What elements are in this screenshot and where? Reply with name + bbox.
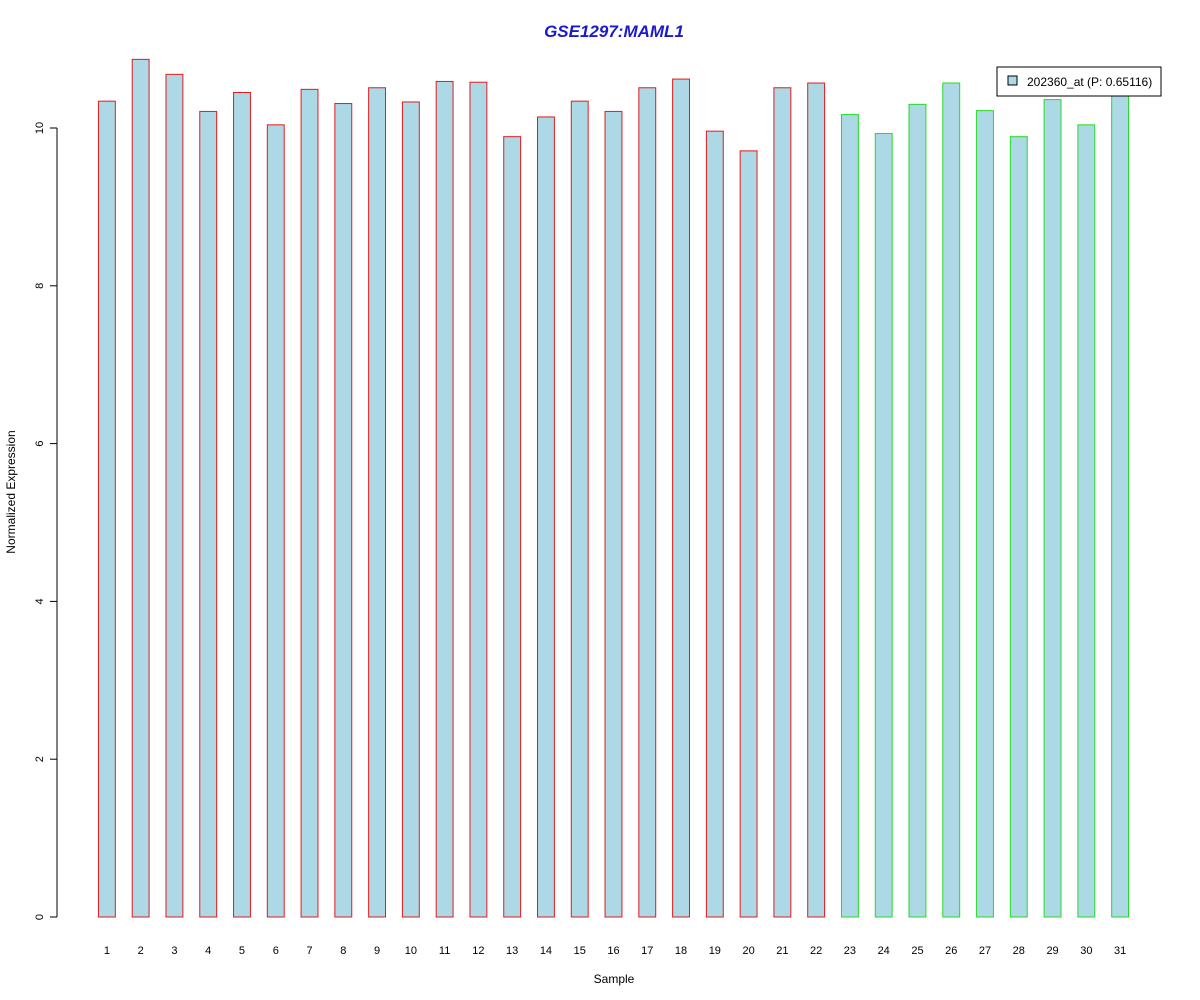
bar — [874, 133, 893, 918]
bar — [165, 73, 184, 918]
bar — [334, 103, 353, 918]
x-tick-label: 18 — [675, 945, 687, 957]
legend: 202360_at (P: 0.65116) — [996, 66, 1162, 97]
x-tick-label: 10 — [405, 945, 417, 957]
x-tick-label: 16 — [607, 945, 619, 957]
y-tick-label: 8 — [34, 283, 46, 289]
bar — [1043, 99, 1062, 918]
bar — [199, 110, 218, 918]
bar — [266, 124, 285, 918]
y-tick-label: 10 — [34, 122, 46, 134]
bar — [300, 88, 319, 918]
bar — [739, 150, 758, 918]
x-tick-label: 7 — [306, 945, 312, 957]
legend-swatch — [1007, 75, 1018, 86]
bar — [131, 58, 150, 918]
bar — [840, 114, 859, 918]
bar — [1077, 124, 1096, 918]
x-tick-label: 24 — [878, 945, 890, 957]
y-tick-label: 2 — [34, 756, 46, 762]
x-tick-label: 2 — [138, 945, 144, 957]
x-tick-label: 13 — [506, 945, 518, 957]
bar — [976, 110, 994, 918]
x-tick-label: 21 — [776, 945, 788, 957]
bar — [503, 136, 522, 918]
y-axis-label: Normalized Expression — [4, 430, 18, 553]
chart-title: GSE1297:MAML1 — [544, 22, 684, 41]
x-tick-label: 8 — [340, 945, 346, 957]
y-tick-label: 0 — [34, 914, 46, 920]
bar — [537, 116, 555, 918]
bar — [807, 82, 826, 918]
y-tick-label: 4 — [34, 598, 46, 604]
bar — [908, 103, 927, 918]
x-tick-label: 20 — [742, 945, 754, 957]
bar — [672, 78, 690, 918]
x-tick-label: 3 — [171, 945, 177, 957]
bar — [233, 91, 251, 918]
bar — [942, 82, 961, 918]
x-tick-label: 26 — [945, 945, 957, 957]
bar — [570, 100, 589, 918]
legend-box — [996, 66, 1162, 97]
bar — [1111, 90, 1130, 918]
bar — [469, 81, 488, 918]
legend-entry-label: 202360_at (P: 0.65116) — [1027, 75, 1152, 89]
x-tick-label: 19 — [709, 945, 721, 957]
x-tick-label: 9 — [374, 945, 380, 957]
x-tick-label: 4 — [205, 945, 211, 957]
x-tick-label: 23 — [844, 945, 856, 957]
x-tick-label: 14 — [540, 945, 552, 957]
x-tick-label: 28 — [1013, 945, 1025, 957]
x-tick-label: 17 — [641, 945, 653, 957]
bar — [97, 100, 116, 918]
bar — [604, 110, 623, 918]
bar — [435, 80, 454, 918]
y-tick-label: 6 — [34, 441, 46, 447]
bar — [368, 87, 387, 918]
bar-group — [97, 58, 1130, 918]
x-tick-label: 27 — [979, 945, 991, 957]
bar — [401, 101, 420, 918]
x-tick-label: 25 — [911, 945, 923, 957]
bar — [1009, 136, 1028, 918]
x-tick-label: 15 — [574, 945, 586, 957]
x-tick-labels: 1 2 3 4 5 6 7 8 9 10 11 12 13 14 15 16 17 18 19 20 21 22 23 24 2… — [104, 945, 1126, 957]
x-tick-label: 1 — [104, 945, 110, 957]
bar — [705, 130, 724, 918]
x-tick-label: 31 — [1114, 945, 1126, 957]
x-tick-label: 5 — [239, 945, 245, 957]
x-tick-label: 6 — [273, 945, 279, 957]
bar — [773, 87, 792, 918]
x-tick-label: 11 — [439, 945, 450, 957]
x-tick-label: 12 — [472, 945, 484, 957]
y-axis: 0 2 4 6 8 10 — [34, 122, 58, 920]
x-tick-label: 22 — [810, 945, 822, 957]
bar — [638, 87, 657, 918]
x-tick-label: 30 — [1080, 945, 1092, 957]
x-tick-label: 29 — [1046, 945, 1058, 957]
x-axis-label: Sample — [594, 972, 635, 986]
